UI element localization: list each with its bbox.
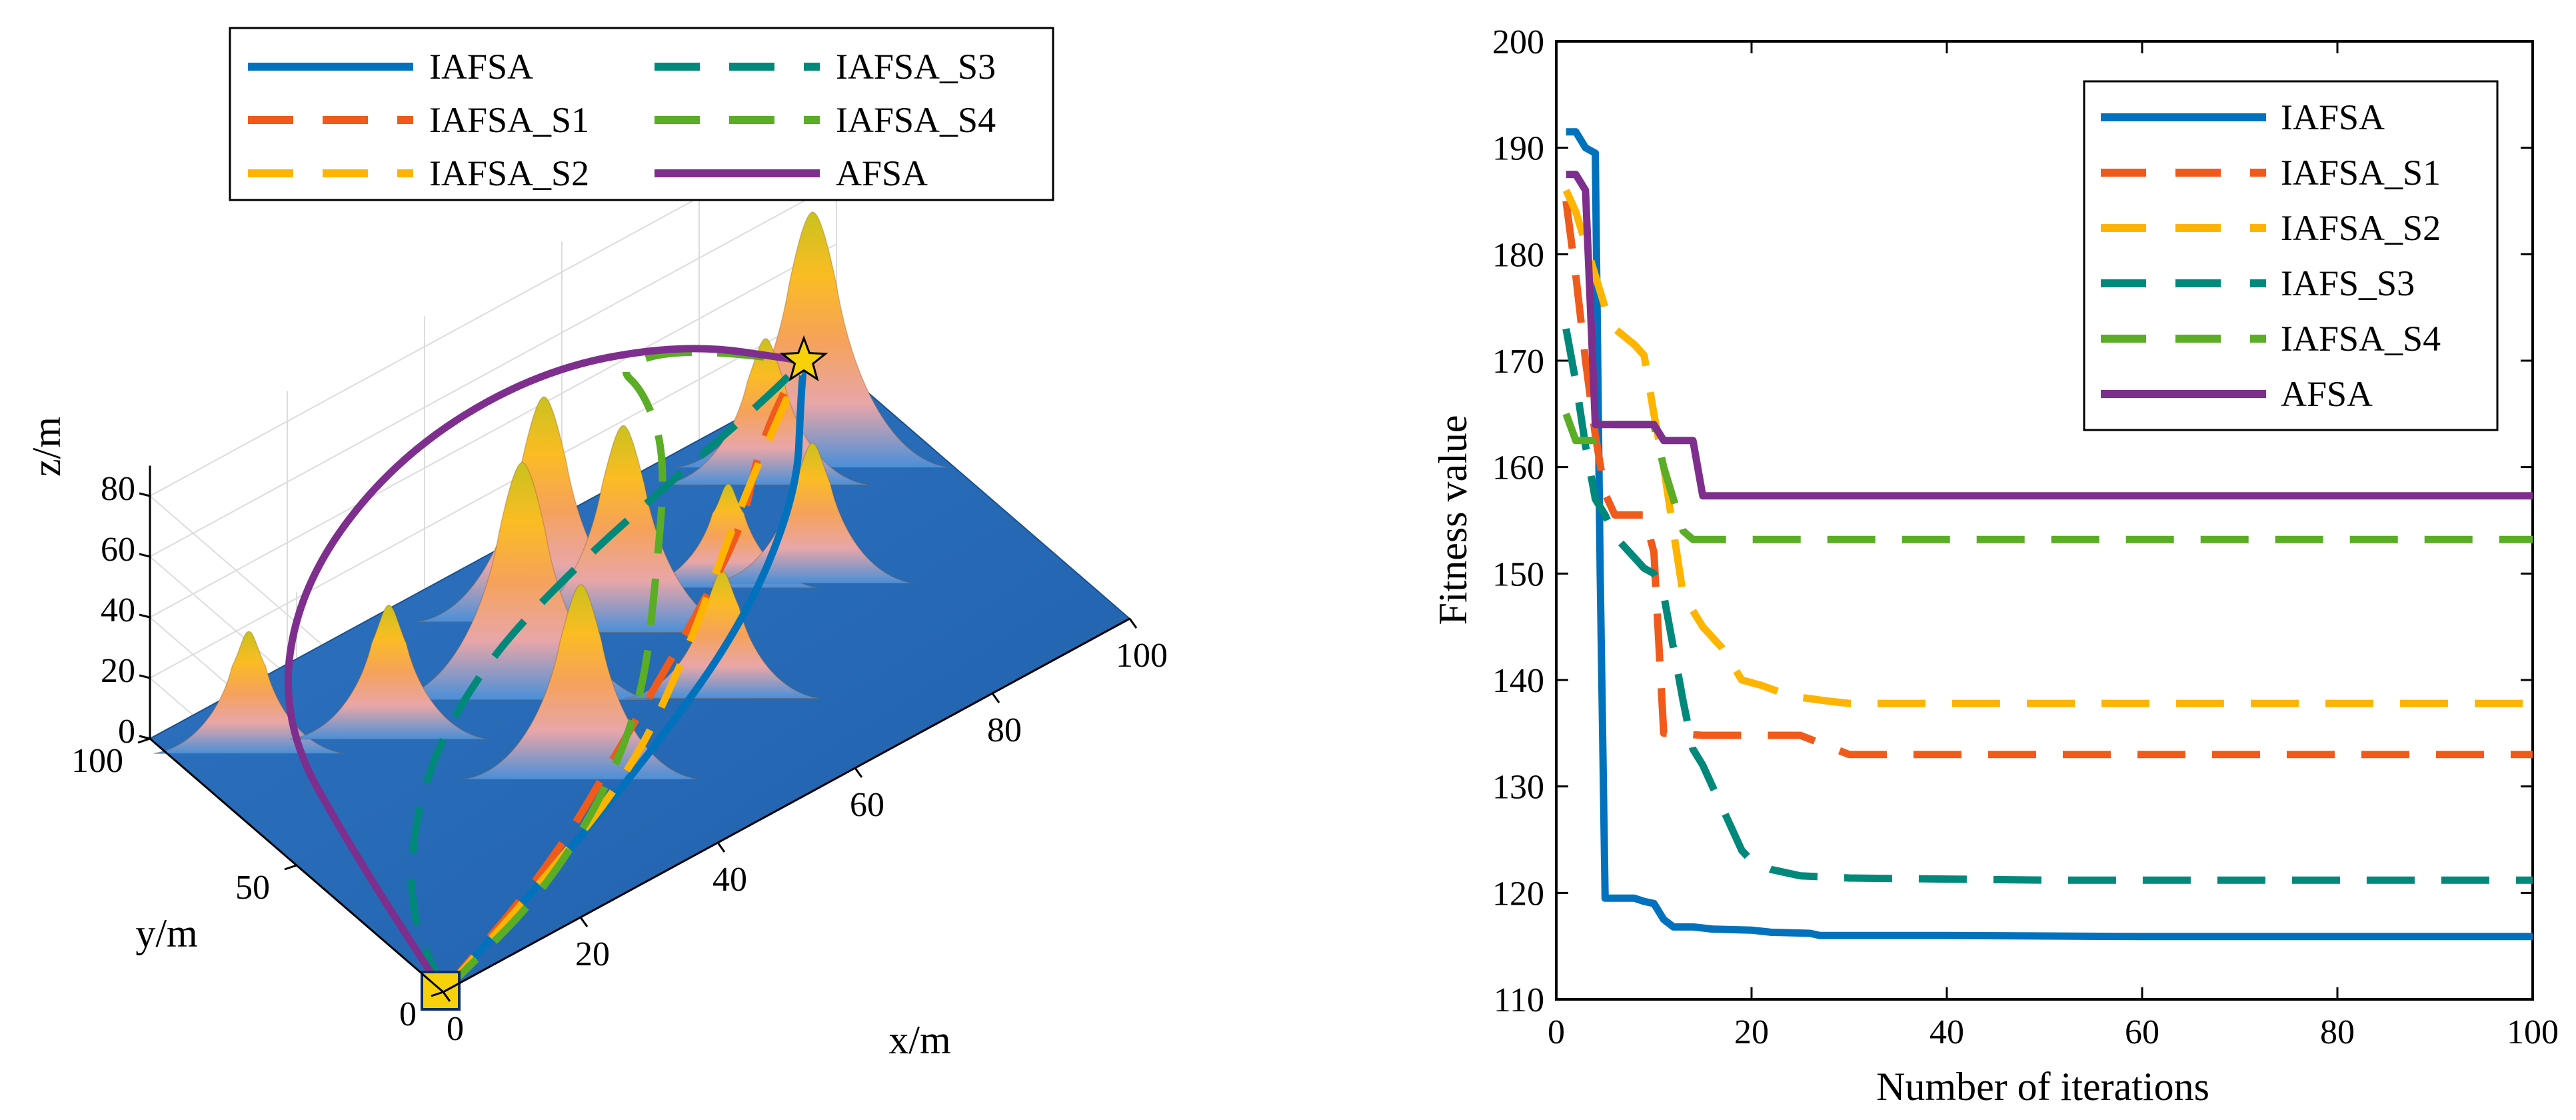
- x-tick-label: 40: [1930, 1013, 1964, 1051]
- y-tick-label: 170: [1492, 343, 1544, 381]
- x-tick-mark: [991, 693, 1000, 703]
- x-axis-line: [443, 617, 1130, 993]
- series-afsa: [1566, 171, 2533, 500]
- surface-peak: [711, 442, 914, 584]
- surface-y-axis-label: y/m: [135, 911, 197, 955]
- z-tick-mark: [139, 553, 151, 558]
- y-tick-mark: [431, 991, 444, 997]
- path-afsa: [284, 345, 804, 994]
- y-tick-label: 50: [235, 869, 270, 907]
- y-tick-mark: [284, 864, 297, 871]
- x-tick-label: 60: [2125, 1013, 2159, 1051]
- convergence-legend-label: IAFS_S3: [2281, 263, 2415, 303]
- x-tick-label: 100: [1116, 637, 1168, 675]
- x-tick-label: 60: [850, 786, 884, 824]
- surface-legend-label: IAFSA_S1: [429, 100, 589, 140]
- x-tick-label: 0: [447, 1010, 464, 1048]
- y-tick-label: 130: [1492, 769, 1544, 807]
- z-tick-mark: [139, 735, 151, 740]
- surface-legend: IAFSA IAFSA_S1 IAFSA_S2 IAFSA_S3 IAFSA_S4 AFS…: [229, 27, 1054, 201]
- x-tick-label: 100: [2507, 1013, 2559, 1051]
- goal-marker: [779, 335, 828, 382]
- surface-legend-label: IAFSA_S2: [429, 153, 589, 193]
- z-tick-label: 40: [101, 591, 135, 629]
- convergence-legend-label: IAFSA_S4: [2281, 319, 2441, 359]
- path-iafsa_s2: [440, 359, 808, 995]
- series-iafsa_s4: [1562, 412, 2533, 543]
- convergence-legend-label: IAFSA_S2: [2281, 208, 2441, 248]
- z-tick-mark: [139, 613, 151, 619]
- y-tick-label: 120: [1492, 875, 1544, 913]
- surface-x-axis-label: x/m: [888, 1018, 950, 1062]
- series-iafs_s3: [1562, 328, 2533, 884]
- surface-legend-label: IAFSA_S3: [836, 47, 996, 87]
- y-tick-label: 200: [1492, 23, 1544, 61]
- x-tick-label: 80: [987, 711, 1022, 749]
- x-tick-label: 40: [712, 861, 747, 899]
- surface-z-axis-label: z/m: [25, 417, 69, 477]
- y-tick-label: 140: [1492, 662, 1544, 700]
- y-tick-label: 150: [1492, 555, 1544, 593]
- convergence-lines: [1562, 128, 2533, 941]
- z-tick-mark: [139, 674, 151, 679]
- x-tick-mark: [854, 767, 863, 778]
- y-tick-label: 110: [1494, 981, 1544, 1019]
- y-tick-label: 160: [1492, 449, 1544, 487]
- z-tick-label: 60: [101, 531, 135, 569]
- convergence-legend-label: IAFSA: [2281, 97, 2385, 137]
- x-tick-mark: [716, 842, 726, 853]
- surface-peak: [463, 584, 699, 780]
- convergence-plot-frame: [1555, 40, 2534, 1001]
- x-tick-label: 20: [1734, 1013, 1769, 1051]
- surface-legend-label: IAFSA: [429, 47, 533, 87]
- convergence-plot: 0 20 40 60 80 100 110 120 130 140 150 160 170 180 190 2…: [1431, 23, 2559, 1109]
- series-iafsa_s2: [1562, 189, 2533, 707]
- y-tick-mark: [137, 737, 151, 744]
- convergence-x-axis-label: Number of iterations: [1876, 1065, 2209, 1109]
- z-tick-mark: [139, 492, 151, 497]
- x-tick-mark: [442, 991, 451, 1002]
- y-tick-label: 100: [71, 742, 123, 780]
- convergence-legend: IAFSA IAFSA_S1 IAFSA_S2 IAFS_S3 IAFSA_S4 AFSA: [2083, 80, 2499, 431]
- path-iafsa_s3: [408, 358, 806, 994]
- x-tick-mark: [579, 917, 589, 927]
- y-tick-label: 190: [1492, 130, 1544, 168]
- surface-paths: [284, 335, 828, 1011]
- surface-legend-label: IAFSA_S4: [836, 100, 996, 140]
- y-tick-label: 180: [1492, 236, 1544, 274]
- x-tick-label: 0: [1548, 1013, 1565, 1051]
- x-tick-label: 20: [575, 935, 610, 973]
- series-iafsa_s1: [1562, 200, 2533, 759]
- z-tick-label: 0: [118, 713, 135, 751]
- z-tick-label: 80: [101, 470, 135, 508]
- surface-legend-label: AFSA: [836, 153, 928, 193]
- convergence-legend-label: AFSA: [2281, 374, 2373, 414]
- back-wall-xz: [150, 92, 836, 739]
- z-tick-label: 20: [101, 652, 135, 690]
- x-tick-label: 80: [2320, 1013, 2355, 1051]
- y-tick-label: 0: [399, 995, 417, 1033]
- surface-peak: [290, 604, 489, 740]
- convergence-y-axis-label: Fitness value: [1431, 415, 1475, 625]
- x-tick-mark: [1128, 618, 1138, 629]
- convergence-legend-label: IAFSA_S1: [2281, 153, 2441, 193]
- convergence-legend-box: [2083, 80, 2499, 431]
- convergence-ticks: 0 20 40 60 80 100 110 120 130 140 150 160 170 180 190 2…: [1492, 23, 2559, 1051]
